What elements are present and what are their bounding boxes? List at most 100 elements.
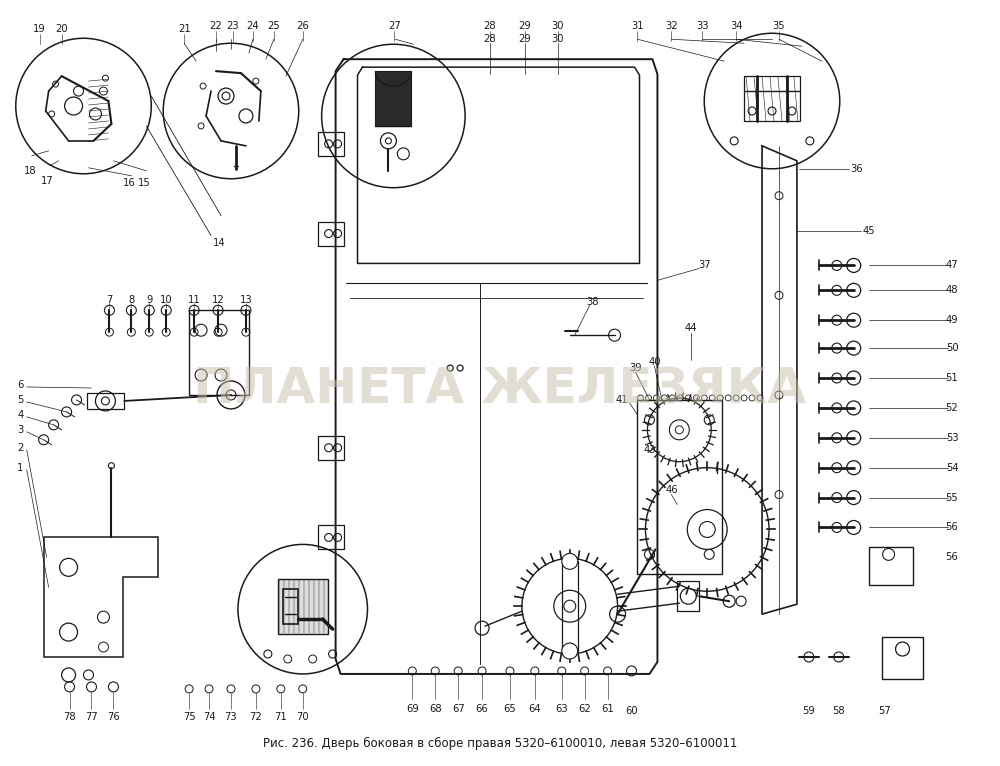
- Bar: [283, 589, 298, 624]
- Text: 30: 30: [552, 21, 564, 31]
- Text: 29: 29: [519, 21, 531, 31]
- Text: 25: 25: [267, 21, 280, 31]
- Text: 27: 27: [388, 21, 401, 31]
- Text: 37: 37: [698, 260, 711, 270]
- Text: 9: 9: [146, 296, 152, 306]
- Text: 63: 63: [555, 704, 568, 714]
- Circle shape: [562, 643, 578, 659]
- Text: 51: 51: [946, 373, 958, 383]
- Text: 50: 50: [946, 343, 958, 353]
- Bar: [318, 525, 344, 549]
- Text: 40: 40: [648, 357, 661, 367]
- Text: 1: 1: [17, 463, 24, 473]
- Text: 10: 10: [160, 296, 173, 306]
- Text: 78: 78: [63, 712, 76, 722]
- Text: 15: 15: [138, 178, 151, 188]
- Text: 47: 47: [946, 260, 958, 270]
- Text: 56: 56: [946, 552, 958, 562]
- Text: 67: 67: [452, 704, 465, 714]
- Text: 6: 6: [17, 380, 24, 390]
- Bar: [318, 132, 344, 155]
- Text: 65: 65: [504, 704, 516, 714]
- Text: 8: 8: [128, 296, 134, 306]
- Text: 54: 54: [946, 463, 958, 473]
- Text: 60: 60: [625, 705, 638, 715]
- Text: 7: 7: [106, 296, 113, 306]
- Text: Рис. 236. Дверь боковая в сборе правая 5320–6100010, левая 5320–6100011: Рис. 236. Дверь боковая в сборе правая 5…: [263, 737, 737, 750]
- Text: 55: 55: [946, 493, 958, 502]
- Bar: [744, 76, 800, 121]
- Text: 33: 33: [696, 21, 709, 31]
- Text: 48: 48: [946, 286, 958, 296]
- Text: 76: 76: [107, 712, 120, 722]
- Text: 39: 39: [629, 363, 642, 373]
- Text: 45: 45: [862, 225, 875, 236]
- Text: 28: 28: [484, 21, 496, 31]
- Bar: [637, 400, 722, 574]
- Text: 58: 58: [832, 705, 845, 715]
- Text: 62: 62: [578, 704, 591, 714]
- Text: 73: 73: [225, 712, 237, 722]
- Text: 43: 43: [643, 445, 656, 455]
- Text: 18: 18: [23, 165, 36, 175]
- Text: 64: 64: [529, 704, 541, 714]
- Text: 57: 57: [878, 705, 891, 715]
- Text: 20: 20: [55, 25, 68, 34]
- Bar: [562, 561, 578, 651]
- Text: 3: 3: [17, 425, 24, 435]
- Text: 77: 77: [85, 712, 98, 722]
- Text: 19: 19: [33, 25, 46, 34]
- Text: 34: 34: [730, 21, 742, 31]
- Text: 14: 14: [213, 237, 225, 247]
- Text: 28: 28: [484, 34, 496, 44]
- Text: 21: 21: [178, 25, 191, 34]
- Text: 4: 4: [17, 410, 24, 420]
- Text: 16: 16: [123, 178, 136, 188]
- Polygon shape: [44, 538, 158, 657]
- Bar: [375, 71, 411, 126]
- Circle shape: [562, 553, 578, 569]
- Text: 70: 70: [296, 712, 309, 722]
- Text: 46: 46: [665, 485, 678, 495]
- Text: 41: 41: [615, 395, 628, 405]
- Text: 53: 53: [946, 433, 958, 443]
- Bar: [278, 579, 328, 634]
- Text: 71: 71: [274, 712, 287, 722]
- Text: 29: 29: [519, 34, 531, 44]
- Text: 75: 75: [183, 712, 196, 722]
- Text: 36: 36: [850, 164, 863, 174]
- Text: 24: 24: [247, 21, 259, 31]
- Text: 13: 13: [240, 296, 252, 306]
- Text: 59: 59: [803, 705, 815, 715]
- Bar: [87, 393, 124, 409]
- Text: 22: 22: [210, 21, 222, 31]
- Text: 30: 30: [552, 34, 564, 44]
- Bar: [375, 71, 411, 126]
- Text: 72: 72: [250, 712, 262, 722]
- Text: 26: 26: [296, 21, 309, 31]
- Bar: [677, 581, 699, 611]
- Bar: [189, 310, 249, 395]
- Text: ПЛАНЕТА ЖЕЛЕЗЯКА: ПЛАНЕТА ЖЕЛЕЗЯКА: [193, 366, 807, 414]
- Text: 52: 52: [946, 403, 958, 413]
- Bar: [882, 637, 923, 679]
- Text: 2: 2: [17, 443, 24, 453]
- Text: 35: 35: [773, 21, 785, 31]
- Text: 31: 31: [631, 21, 644, 31]
- Text: 11: 11: [188, 296, 200, 306]
- Text: 23: 23: [227, 21, 239, 31]
- Text: 17: 17: [41, 175, 54, 185]
- Text: 5: 5: [17, 395, 24, 405]
- Text: 66: 66: [476, 704, 488, 714]
- Text: 49: 49: [946, 316, 958, 326]
- Text: 61: 61: [601, 704, 614, 714]
- Bar: [869, 548, 913, 585]
- Text: 68: 68: [429, 704, 442, 714]
- Text: 56: 56: [946, 522, 958, 532]
- Text: 32: 32: [665, 21, 678, 31]
- Text: 44: 44: [685, 323, 698, 333]
- Text: 74: 74: [203, 712, 215, 722]
- Bar: [318, 436, 344, 460]
- Text: 69: 69: [406, 704, 419, 714]
- Bar: [318, 221, 344, 245]
